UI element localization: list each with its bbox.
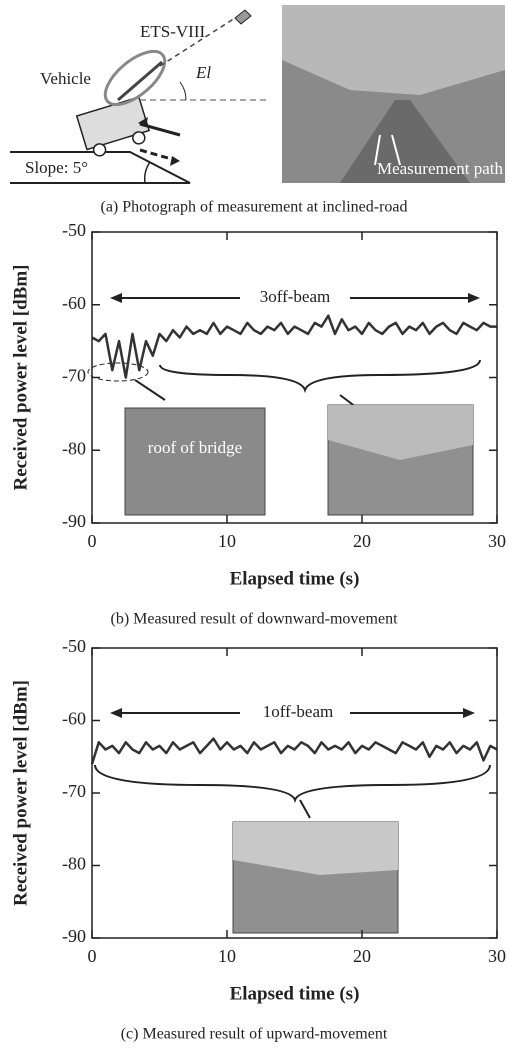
caption: (a) Photograph of measurement at incline… (101, 199, 408, 216)
x-tick-label: 0 (88, 531, 97, 551)
caption: (b) Measured result of downward-movement (110, 611, 398, 628)
x-tick-label: 10 (218, 531, 236, 551)
arrow (299, 799, 311, 819)
y-tick-label: -80 (62, 854, 86, 874)
y-tick-label: -50 (62, 220, 86, 240)
annotation: 1off-beam (263, 702, 334, 721)
brace (94, 764, 491, 804)
photo-road (340, 100, 470, 183)
arrow (391, 134, 401, 166)
x-tick-label: 10 (218, 946, 236, 966)
slope-label: Slope: 5° (25, 158, 88, 177)
setup-diagram (10, 9, 270, 184)
photo (124, 407, 266, 516)
y-tick-label: -60 (62, 709, 86, 729)
photo-sky (282, 5, 505, 95)
y-axis-label: Received power level [dBm] (10, 680, 31, 906)
brace (159, 359, 481, 394)
highlight (87, 362, 149, 382)
data-line (91, 314, 497, 379)
arrow (374, 134, 381, 166)
vehicle-label: Vehicle (40, 69, 91, 88)
path-label: Measurement path (377, 159, 504, 178)
x-tick-label: 0 (88, 946, 97, 966)
elevation-label: El (195, 63, 211, 82)
x-axis-label: Elapsed time (s) (230, 568, 360, 589)
y-axis-label: Received power level [dBm] (10, 264, 31, 490)
y-tick-label: -50 (62, 636, 86, 656)
y-tick-label: -70 (62, 366, 86, 386)
caption: (c) Measured result of upward-movement (121, 1026, 388, 1043)
x-tick-label: 20 (353, 946, 371, 966)
y-tick-label: -60 (62, 293, 86, 313)
y-tick-label: -90 (62, 926, 86, 946)
x-tick-label: 20 (353, 531, 371, 551)
y-tick-label: -70 (62, 781, 86, 801)
x-tick-label: 30 (488, 531, 506, 551)
annotation: 3off-beam (260, 287, 331, 306)
satellite-label: ETS-VIII (140, 22, 205, 41)
annotation: roof of bridge (148, 438, 242, 457)
arrow (134, 379, 166, 401)
x-tick-label: 30 (488, 946, 506, 966)
y-tick-label: -80 (62, 438, 86, 458)
data-line (90, 737, 498, 765)
y-tick-label: -90 (62, 511, 86, 531)
x-axis-label: Elapsed time (s) (230, 983, 360, 1004)
